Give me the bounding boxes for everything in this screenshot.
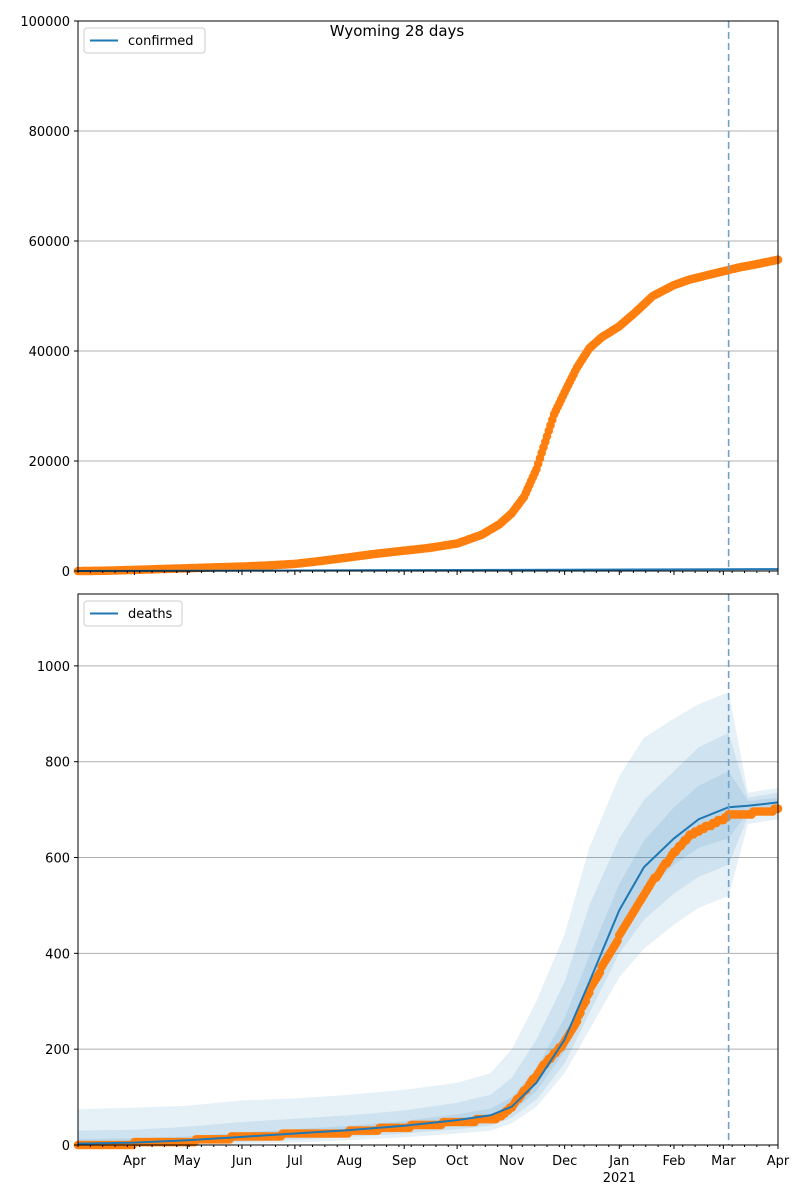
x-tick-label: Apr bbox=[767, 1154, 790, 1169]
confirmed-y-ticks: 0 20000 40000 60000 80000 100000 bbox=[20, 15, 78, 580]
confirmed-legend-label: confirmed bbox=[128, 34, 194, 49]
x-tick-label: Jan bbox=[608, 1154, 629, 1169]
x-tick-label: May bbox=[174, 1154, 201, 1169]
x-tick-label: Sep bbox=[392, 1154, 417, 1169]
deaths-y-tick-label: 0 bbox=[62, 1139, 70, 1154]
x-tick-label: Jul bbox=[286, 1154, 303, 1169]
deaths-x-ticks: Apr May Jun Jul Aug Sep Oct Nov Dec Jan Feb Mar Apr 2… bbox=[77, 1145, 790, 1186]
deaths-band-95 bbox=[78, 692, 778, 1145]
confirmed-y-tick-label: 40000 bbox=[29, 345, 70, 360]
deaths-model-line bbox=[77, 801, 779, 1145]
x-tick-label: Feb bbox=[662, 1154, 685, 1169]
x-tick-label: Nov bbox=[499, 1154, 525, 1169]
x-year-label: 2021 bbox=[603, 1171, 636, 1186]
deaths-y-tick-label: 400 bbox=[45, 947, 70, 962]
deaths-legend: deaths bbox=[83, 600, 183, 627]
deaths-y-ticks: 0 200 400 600 800 1000 bbox=[37, 660, 78, 1154]
deaths-y-tick-label: 600 bbox=[45, 852, 70, 867]
confirmed-x-ticks bbox=[77, 571, 779, 575]
deaths-bands bbox=[78, 692, 778, 1145]
confirmed-y-tick-label: 20000 bbox=[29, 455, 70, 470]
deaths-y-tick-label: 1000 bbox=[37, 660, 70, 675]
deaths-band-80 bbox=[78, 732, 778, 1145]
confirmed-panel: 0 20000 40000 60000 80000 100000 confirmed bbox=[20, 15, 783, 580]
confirmed-y-tick-label: 60000 bbox=[29, 235, 70, 250]
confirmed-legend-box bbox=[83, 27, 206, 54]
deaths-axes-frame bbox=[77, 593, 779, 1146]
deaths-band-50 bbox=[78, 771, 778, 1145]
x-tick-label: Oct bbox=[446, 1154, 468, 1169]
confirmed-y-tick-label: 100000 bbox=[20, 15, 70, 30]
chart-title: Wyoming 28 days bbox=[330, 22, 465, 40]
x-tick-label: Apr bbox=[123, 1154, 146, 1169]
x-tick-label: Mar bbox=[711, 1154, 736, 1169]
confirmed-y-tick-label: 80000 bbox=[29, 125, 70, 140]
x-tick-label: Aug bbox=[337, 1154, 362, 1169]
confirmed-axes-frame bbox=[77, 20, 779, 572]
x-tick-label: Dec bbox=[552, 1154, 577, 1169]
deaths-y-tick-label: 800 bbox=[45, 756, 70, 771]
deaths-y-tick-label: 200 bbox=[45, 1043, 70, 1058]
confirmed-legend: confirmed bbox=[83, 27, 206, 54]
deaths-model-path bbox=[77, 801, 779, 1145]
x-tick-label: Jun bbox=[231, 1154, 252, 1169]
deaths-legend-box bbox=[83, 600, 183, 627]
deaths-panel: 0 200 400 600 800 1000 Apr May Jun Jul Aug Sep Oct N… bbox=[37, 593, 790, 1186]
deaths-legend-label: deaths bbox=[128, 607, 173, 622]
confirmed-y-tick-label: 0 bbox=[62, 565, 70, 580]
